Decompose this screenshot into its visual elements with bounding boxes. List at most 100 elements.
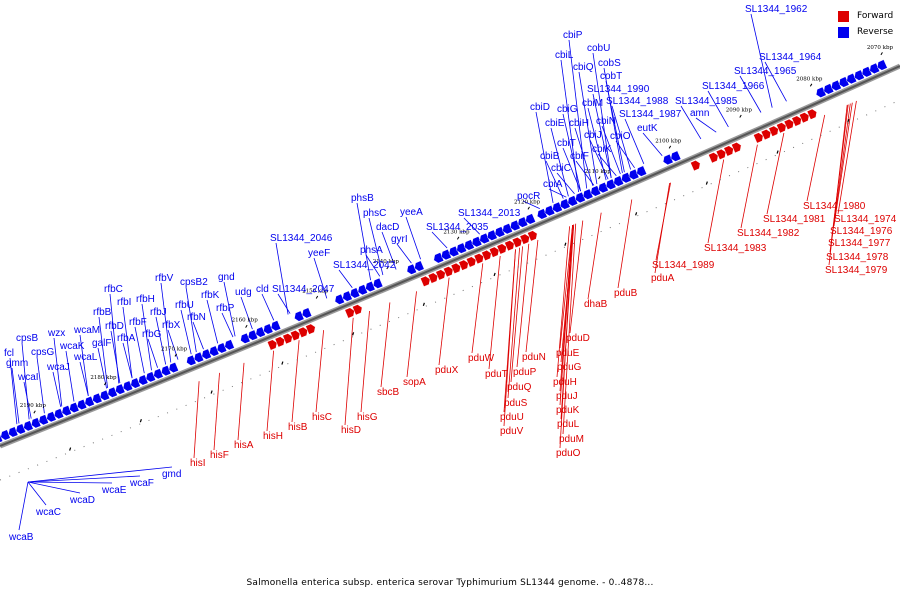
reverse-gene-32	[255, 326, 266, 338]
forward-gene-connector	[237, 362, 245, 441]
reverse-gene-label: SL1344_2013	[458, 208, 521, 219]
minor-tick	[705, 181, 708, 185]
reverse-gene-35	[294, 310, 305, 322]
minor-tick	[281, 361, 284, 365]
reverse-gene-label: rfbA	[117, 333, 136, 344]
reverse-gene-label: rfbH	[136, 294, 155, 305]
reverse-gene-label: cobT	[600, 71, 622, 82]
reverse-gene-label: rfbK	[201, 290, 220, 301]
reverse-gene-0	[0, 432, 4, 444]
forward-gene-label: pduA	[651, 273, 675, 284]
reverse-gene-82	[877, 59, 888, 71]
reverse-bottom-connector	[27, 481, 47, 506]
forward-gene-93	[435, 269, 446, 281]
forward-gene-102	[504, 240, 515, 252]
reverse-gene-connector	[381, 231, 397, 270]
reverse-gene-label: SL1344_1987	[619, 109, 682, 120]
tick-mark	[104, 382, 107, 386]
reverse-gene-connector	[180, 309, 192, 355]
forward-gene-85	[282, 333, 293, 345]
reverse-gene-label: cbiH	[569, 118, 589, 129]
reverse-bottom-label: wcaB	[8, 532, 34, 543]
reverse-gene-12	[84, 395, 95, 407]
reverse-gene-label: SL1344_1966	[702, 81, 765, 92]
forward-gene-connector	[360, 310, 370, 413]
reverse-gene-label: gnd	[218, 272, 235, 283]
forward-gene-connector	[503, 249, 516, 427]
reverse-gene-label: cbiC	[551, 163, 571, 174]
tick-mark	[33, 410, 36, 414]
reverse-gene-37	[334, 293, 345, 305]
forward-gene-connector	[562, 223, 577, 435]
reverse-gene-connector	[587, 107, 607, 181]
forward-gene-88	[305, 323, 316, 335]
reverse-gene-49	[464, 239, 475, 251]
reverse-gene-label: rfbI	[117, 297, 131, 308]
forward-gene-label: pduW	[468, 353, 495, 364]
reverse-gene-connector	[589, 139, 609, 180]
reverse-gene-63	[575, 191, 586, 204]
reverse-gene-label: phsA	[360, 245, 383, 256]
reverse-gene-label: rfbF	[129, 317, 147, 328]
forward-gene-label: pduB	[614, 288, 638, 299]
forward-gene-label: SL1344_1981	[763, 214, 826, 225]
reverse-gene-label: phsB	[351, 193, 374, 204]
reverse-gene-label: cpsB2	[180, 277, 208, 288]
forward-gene-95	[450, 262, 461, 274]
reverse-gene-label: dacD	[376, 222, 399, 233]
reverse-gene-label: pocR	[517, 191, 540, 202]
forward-gene-label: pduL	[557, 419, 580, 430]
forward-gene-connector	[315, 330, 324, 413]
legend-forward: Forward	[838, 8, 893, 24]
reverse-gene-44	[414, 260, 425, 272]
tick-label: 2110 kbp	[585, 169, 612, 175]
reverse-gene-label: cbiT	[557, 138, 576, 149]
forward-gene-98	[473, 253, 484, 265]
reverse-bottom-label: wcaD	[69, 495, 95, 506]
forward-gene-connector	[559, 224, 573, 449]
reverse-gene-67	[605, 178, 617, 190]
forward-gene-connector	[587, 212, 602, 300]
forward-gene-100	[489, 246, 500, 258]
reverse-gene-26	[201, 348, 212, 360]
forward-gene-label: SL1344_1976	[830, 226, 893, 237]
tick-mark	[245, 324, 248, 328]
forward-gene-118	[806, 108, 817, 120]
reverse-gene-label: SL1344_2042	[333, 260, 396, 271]
reverse-gene-label: eutK	[637, 123, 658, 134]
reverse-gene-connector	[122, 342, 133, 379]
tick-label: 2180 kbp	[90, 375, 117, 381]
forward-gene-111	[753, 132, 764, 144]
forward-gene-106	[690, 160, 701, 172]
reverse-gene-label: cbiF	[570, 151, 589, 162]
forward-gene-connector	[406, 291, 417, 378]
forward-gene-connector	[488, 255, 501, 370]
tick-label: 2130 kbp	[443, 229, 470, 235]
reverse-gene-78	[846, 72, 858, 85]
reverse-gene-19	[138, 374, 149, 386]
legend-reverse: Reverse	[838, 24, 893, 40]
reverse-gene-connector	[605, 80, 625, 173]
genome-backbone	[0, 63, 900, 481]
reverse-gene-connector	[36, 356, 45, 414]
reverse-gene-54	[502, 223, 513, 235]
reverse-gene-label: rfbD	[105, 321, 124, 332]
forward-gene-connector	[655, 182, 671, 261]
forward-gene-connector	[740, 144, 758, 229]
reverse-gene-62	[567, 195, 579, 207]
reverse-gene-label: SL1344_1964	[759, 52, 822, 63]
reverse-gene-connector	[368, 217, 384, 276]
reverse-bottom-label: gmd	[162, 469, 181, 480]
reverse-gene-connector	[405, 216, 421, 260]
reverse-gene-label: yeeA	[400, 207, 423, 218]
reverse-gene-label: cbiP	[563, 30, 583, 41]
forward-gene-103	[511, 237, 523, 248]
reverse-gene-71	[636, 165, 647, 177]
reverse-gene-label: cbiD	[530, 102, 550, 113]
reverse-gene-43	[406, 263, 417, 275]
reverse-gene-label: gmm	[6, 358, 28, 369]
forward-gene-label: hisA	[234, 440, 254, 451]
forward-gene-connector	[507, 247, 520, 399]
reverse-gene-6	[38, 414, 49, 426]
forward-gene-connector	[525, 239, 539, 353]
